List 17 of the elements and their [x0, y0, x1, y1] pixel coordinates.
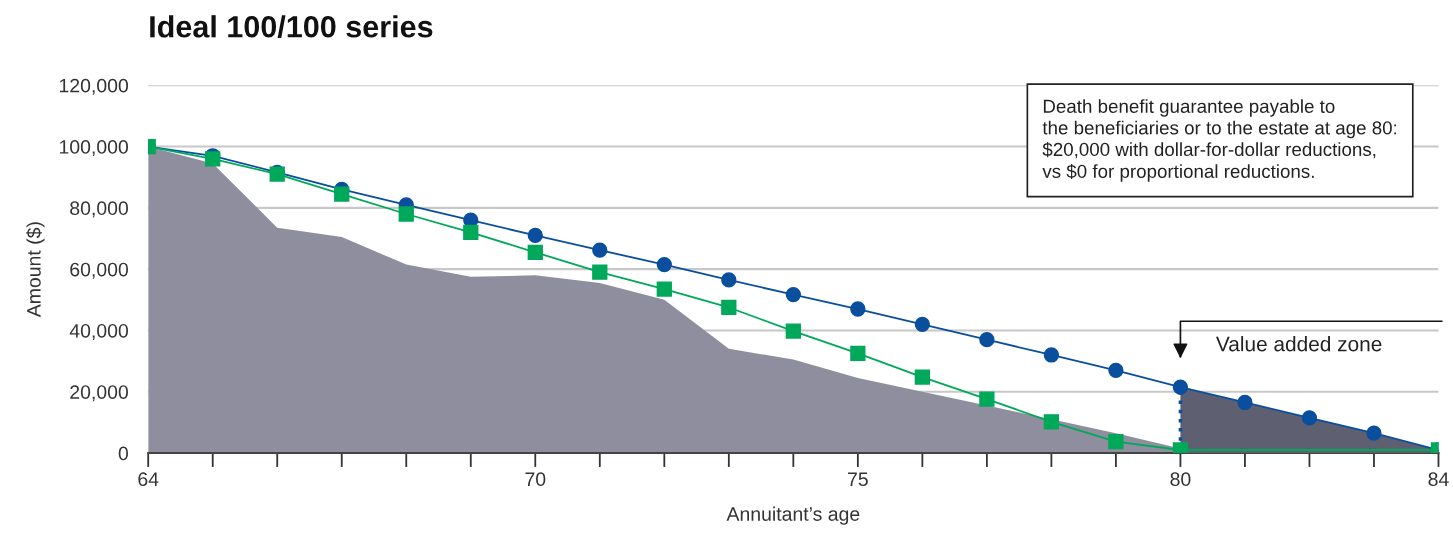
y-tick-label: 80,000: [70, 201, 129, 218]
y-tick-label: 60,000: [70, 262, 129, 279]
x-tick-label: 70: [525, 472, 546, 487]
x-tick-label: 80: [1170, 472, 1191, 487]
y-tick-label: 40,000: [69, 323, 129, 340]
y-tick-label: 20,000: [70, 385, 129, 402]
x-tick-label: 84: [1428, 472, 1449, 487]
x-tick-label: 75: [848, 472, 868, 487]
y-tick-label: 100,000: [59, 140, 129, 157]
y-axis-title: Amount ($): [26, 222, 45, 318]
x-axis-title: Annuitant’s age: [726, 506, 860, 525]
y-tick-label: 120,000: [59, 78, 129, 95]
y-tick-label: 0: [118, 446, 128, 461]
annotation: Death benefit guarantee payable to the beneficiaries or to the estate at age 80: $20,000 with dollar-for-dollar reductions, vs $0 for proportional reductions.: [1042, 99, 1397, 182]
annotation: Value added zone: [1215, 336, 1382, 352]
x-tick-label: 64: [138, 472, 159, 487]
chart-title: Ideal 100/100 series: [150, 15, 433, 38]
